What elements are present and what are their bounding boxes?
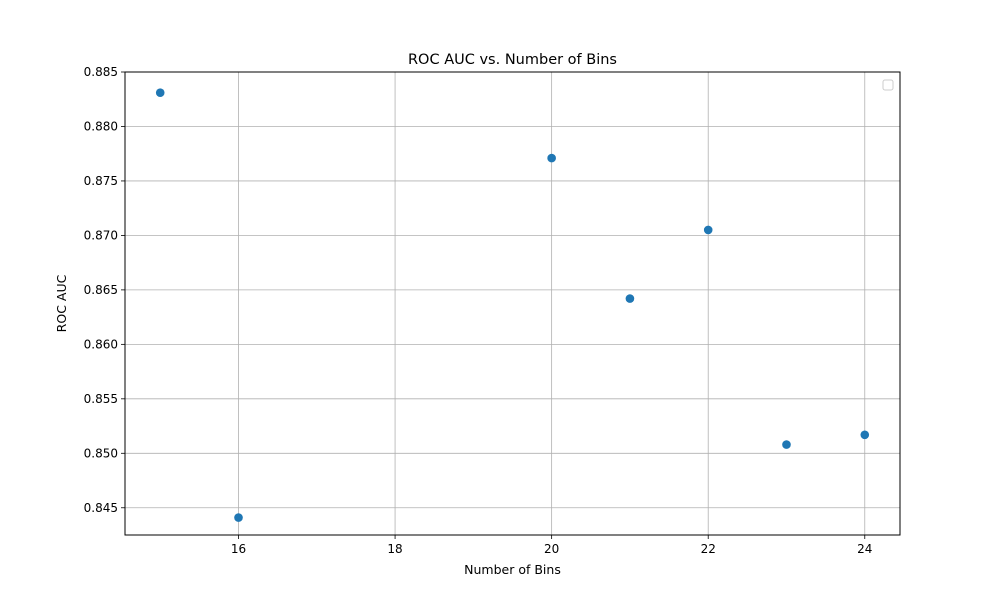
y-tick-label: 0.885 (84, 65, 118, 79)
y-tick-label: 0.865 (84, 283, 118, 297)
data-points (155, 88, 870, 522)
y-tick-label: 0.850 (84, 446, 118, 460)
data-point (703, 225, 713, 235)
y-tick-label: 0.875 (84, 174, 118, 188)
data-point (547, 153, 556, 163)
data-point (860, 430, 870, 440)
x-tick-label: 24 (857, 542, 872, 556)
data-point (234, 513, 243, 522)
x-axis-label: Number of Bins (464, 562, 561, 577)
y-tick-label: 0.860 (84, 337, 118, 351)
y-axis-ticks: 0.845 0.850 0.855 0.860 0.865 0.870 0.875 0.880… (84, 65, 125, 515)
x-tick-label: 20 (544, 542, 559, 556)
x-tick-label: 16 (231, 542, 246, 556)
data-point (625, 294, 635, 303)
y-tick-label: 0.880 (84, 119, 118, 133)
y-tick-label: 0.845 (84, 501, 118, 515)
data-point (155, 88, 165, 97)
x-axis-ticks: 16 18 20 22 24 (231, 535, 872, 556)
x-tick-label: 18 (387, 542, 402, 556)
y-tick-label: 0.855 (84, 392, 118, 406)
plot-area-frame (124, 71, 901, 536)
data-point (782, 440, 791, 449)
y-tick-label: 0.870 (84, 228, 118, 242)
legend-box (882, 79, 894, 91)
chart-title: ROC AUC vs. Number of Bins (408, 52, 617, 68)
y-axis-label: ROC AUC (54, 274, 69, 332)
x-tick-label: 22 (701, 542, 716, 556)
